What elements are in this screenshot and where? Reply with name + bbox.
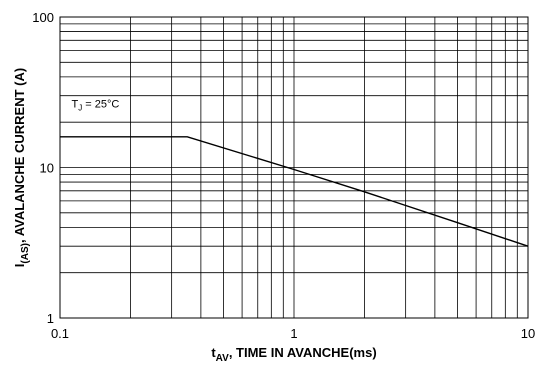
y-tick-label: 10 bbox=[40, 161, 54, 176]
x-tick-label: 1 bbox=[290, 326, 297, 341]
series-line-0 bbox=[60, 136, 529, 247]
annotation-junction-temp: TJ = 25°C bbox=[72, 99, 120, 113]
x-axis-title: tAV, TIME IN AVANCHE(ms) bbox=[211, 345, 376, 364]
y-tick-label: 100 bbox=[32, 10, 54, 25]
plot-frame bbox=[59, 16, 529, 319]
y-axis-title: I(AS), AVALANCHE CURRENT (A) bbox=[12, 68, 31, 267]
x-tick-label: 0.1 bbox=[51, 326, 69, 341]
x-tick-label: 10 bbox=[521, 326, 535, 341]
series-layer bbox=[60, 136, 529, 247]
grid-layer bbox=[60, 17, 528, 318]
y-tick-label: 1 bbox=[47, 311, 54, 326]
